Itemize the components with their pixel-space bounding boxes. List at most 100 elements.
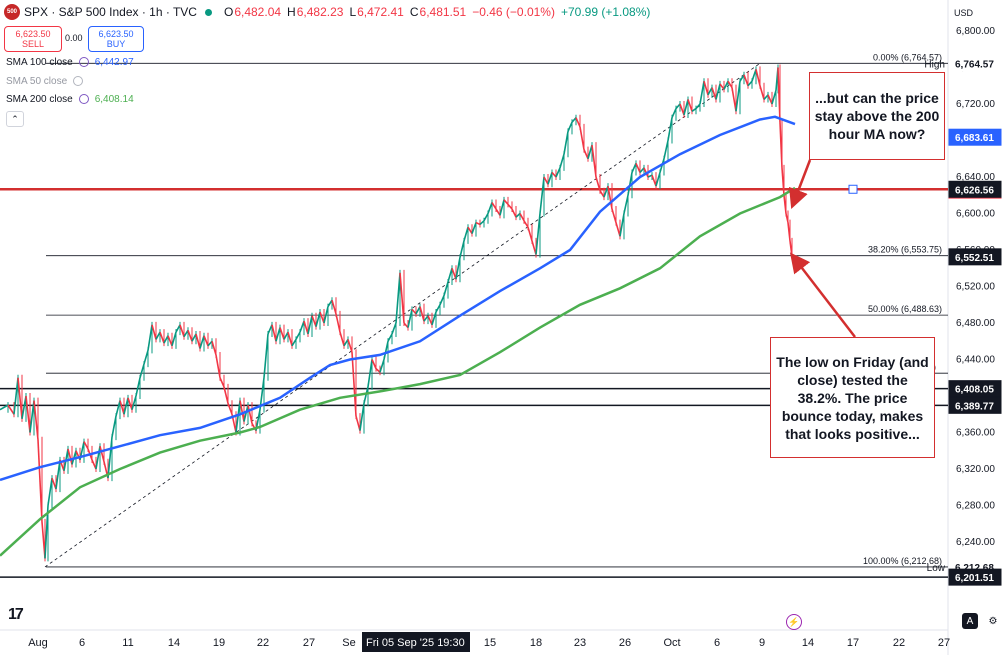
buy-button[interactable]: 6,623.50 BUY: [88, 26, 144, 52]
price-segment: [503, 199, 509, 205]
price-segment: [283, 331, 289, 340]
price-segment: [419, 306, 425, 322]
price-segment: [303, 320, 309, 335]
y-tick-label: 6,480.00: [956, 318, 995, 329]
price-segment: [187, 330, 193, 342]
price-segment: [751, 69, 757, 82]
price-segment: [95, 446, 101, 470]
price-segment: [247, 404, 253, 424]
price-segment: [435, 304, 441, 313]
indicator-name: SMA 100 close: [6, 56, 73, 68]
x-tick-label: 17: [847, 637, 859, 649]
price-segment: [355, 415, 361, 431]
price-segment: [175, 324, 181, 333]
price-segment: [455, 257, 461, 280]
callout-top: ...but can the price stay above the 200 …: [809, 72, 945, 160]
arrow-to-sma200: [789, 159, 812, 210]
price-segment: [699, 81, 705, 105]
price-segment: [547, 172, 553, 185]
price-segment: [463, 226, 469, 242]
price-segment: [631, 162, 637, 173]
price-segment: [559, 153, 565, 169]
price-segment: [551, 171, 557, 178]
price-segment: [331, 299, 337, 315]
sell-label: SELL: [21, 39, 45, 49]
price-segment: [83, 441, 89, 450]
price-segment: [579, 126, 585, 150]
market-status-dot-icon: [204, 8, 212, 16]
price-segment: [131, 395, 137, 410]
price-segment: [535, 213, 541, 255]
price-segment: [323, 306, 329, 324]
price-segment: [235, 400, 241, 433]
price-segment: [599, 190, 605, 198]
settings-icon[interactable]: [78, 94, 89, 104]
price-axis-badge-label: 6,626.56: [955, 185, 994, 196]
price-axis-badge-label: 6,389.77: [955, 401, 994, 412]
price-tag-label: High: [924, 59, 945, 70]
price-segment: [451, 267, 457, 280]
indicator-sma-100[interactable]: SMA 100 close 6,442.97: [6, 54, 134, 70]
price-segment: [539, 176, 545, 214]
price-segment: [29, 400, 35, 433]
price-axis-badge: [948, 396, 1002, 414]
price-segment: [127, 397, 133, 410]
price-segment: [479, 220, 485, 226]
price-segment: [439, 295, 445, 306]
price-segment: [347, 339, 353, 353]
price-segment: [527, 226, 533, 242]
sell-button[interactable]: 6,623.50 SELL: [4, 26, 62, 52]
price-axis-badge-label: 6,552.51: [955, 253, 994, 264]
indicator-sma-200[interactable]: SMA 200 close 6,408.14: [6, 91, 134, 107]
price-segment: [67, 448, 73, 465]
price-segment: [623, 195, 629, 214]
arrow-to-fib-382: [789, 252, 856, 338]
price-segment: [447, 268, 453, 283]
price-segment: [171, 331, 177, 347]
price-axis-badge: [948, 568, 1002, 586]
high-label: H: [287, 5, 296, 19]
settings-icon[interactable]: [78, 57, 89, 67]
price-segment: [767, 94, 773, 105]
y-tick-label: 6,600.00: [956, 209, 995, 220]
price-segment: [207, 340, 213, 347]
symbol-title[interactable]: SPX · S&P 500 Index · 1h · TVC: [24, 5, 197, 19]
eye-hidden-icon[interactable]: [73, 76, 84, 86]
y-tick-label: 6,720.00: [956, 99, 995, 110]
price-segment: [335, 313, 341, 333]
spread-value: 0.00: [65, 33, 83, 43]
auto-scale-button[interactable]: A: [962, 613, 978, 629]
x-tick-label: 14: [168, 637, 180, 649]
price-segment: [223, 386, 229, 404]
lightning-icon[interactable]: ⚡: [786, 614, 802, 630]
price-segment: [487, 202, 493, 214]
price-segment: [307, 315, 313, 335]
chevron-up-icon[interactable]: ⌃: [6, 111, 24, 127]
price-segment: [703, 80, 709, 96]
price-segment: [423, 315, 429, 322]
price-segment: [119, 400, 125, 415]
price-segment: [227, 403, 233, 415]
open-label: O: [223, 5, 234, 19]
close-value: 6,481.51: [419, 5, 467, 19]
indicator-sma-50[interactable]: SMA 50 close: [6, 73, 89, 89]
price-segment: [391, 322, 397, 335]
price-segment: [555, 167, 561, 178]
price-segment: [319, 311, 325, 324]
price-segment: [51, 477, 57, 490]
price-segment: [495, 208, 501, 216]
price-segment: [635, 162, 641, 173]
x-tick-label: 26: [619, 637, 631, 649]
currency-label[interactable]: USD: [954, 8, 974, 18]
price-segment: [147, 324, 153, 351]
price-segment: [143, 350, 149, 365]
price-axis-badge: [948, 248, 1002, 266]
x-tick-label: 27: [303, 637, 315, 649]
price-segment: [151, 324, 157, 340]
gear-icon[interactable]: ⚙: [988, 615, 998, 627]
price-segment: [723, 80, 729, 90]
price-segment: [591, 144, 597, 178]
price-segment: [7, 404, 15, 415]
x-tick-label: 6: [79, 637, 85, 649]
